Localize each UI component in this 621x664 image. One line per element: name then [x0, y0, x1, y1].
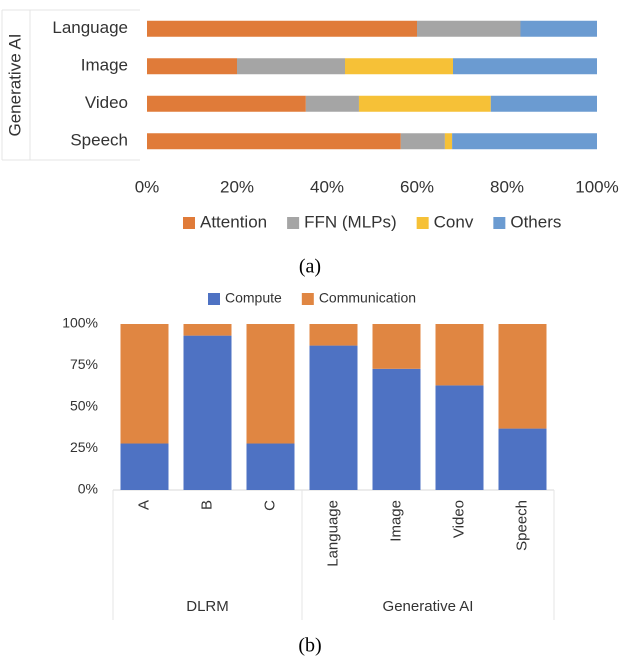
y-tick-label: 100%: [62, 315, 98, 331]
bar-segment: [183, 335, 232, 490]
bar-segment: [453, 58, 597, 75]
legend-label: Conv: [434, 212, 474, 231]
y-tick-label: 50%: [70, 398, 98, 414]
x-tick-label: 100%: [575, 177, 618, 196]
group-label: DLRM: [186, 598, 229, 615]
y-tick-label: 75%: [70, 356, 98, 372]
bar-segment: [305, 95, 359, 112]
group-label: Generative AI: [5, 33, 24, 136]
y-tick-label: Speech: [70, 131, 128, 150]
x-tick-label: 0%: [135, 177, 160, 196]
bar-segment: [498, 324, 547, 429]
x-tick-label: C: [261, 500, 278, 511]
legend-label: Compute: [225, 290, 282, 306]
bar-segment: [147, 58, 237, 75]
x-tick-label: Language: [324, 500, 341, 567]
x-tick-label: 20%: [220, 177, 254, 196]
y-tick-label: 25%: [70, 439, 98, 455]
y-tick-label: Video: [85, 93, 128, 112]
bar-segment: [345, 58, 453, 75]
bar-segment: [520, 20, 597, 37]
legend-label: Others: [510, 212, 561, 231]
caption: (b): [298, 635, 321, 657]
bar-segment: [435, 324, 484, 386]
bar-segment: [246, 324, 295, 444]
x-tick-label: 80%: [490, 177, 524, 196]
bar-segment: [358, 95, 491, 112]
x-tick-label: 40%: [310, 177, 344, 196]
bar-segment: [237, 58, 345, 75]
bar-segment: [246, 443, 295, 490]
x-tick-label: A: [135, 500, 152, 510]
y-tick-label: Image: [81, 56, 128, 75]
bar-segment: [147, 95, 306, 112]
legend-swatch: [208, 293, 220, 305]
legend-swatch: [183, 217, 195, 229]
caption: (a): [299, 256, 321, 278]
bar-segment: [183, 324, 232, 336]
bar-segment: [372, 324, 421, 369]
bar-segment: [417, 20, 521, 37]
legend-swatch: [301, 293, 314, 305]
legend-label: Attention: [200, 212, 267, 231]
bar-segment: [400, 133, 445, 150]
bar-segment: [435, 385, 484, 490]
bar-segment: [444, 133, 453, 150]
x-tick-label: Speech: [513, 500, 530, 551]
legend-swatch: [416, 217, 429, 229]
bar-segment: [120, 443, 169, 490]
x-tick-label: B: [198, 500, 215, 510]
group-label: Generative AI: [383, 598, 474, 615]
bar-segment: [498, 428, 547, 490]
legend-label: Communication: [319, 290, 416, 306]
legend-label: FFN (MLPs): [304, 212, 397, 231]
bar-segment: [490, 95, 597, 112]
y-tick-label: 0%: [78, 481, 98, 497]
x-tick-label: Video: [450, 500, 467, 538]
bar-segment: [120, 324, 169, 444]
legend-swatch: [287, 217, 300, 229]
bar-segment: [452, 133, 597, 150]
bar-segment: [147, 133, 401, 150]
x-tick-label: 60%: [400, 177, 434, 196]
bar-segment: [309, 345, 358, 490]
legend-swatch: [493, 217, 506, 229]
bar-segment: [372, 368, 421, 490]
bar-segment: [309, 324, 358, 346]
x-tick-label: Image: [387, 500, 404, 542]
y-tick-label: Language: [52, 18, 128, 37]
bar-segment: [147, 20, 417, 37]
